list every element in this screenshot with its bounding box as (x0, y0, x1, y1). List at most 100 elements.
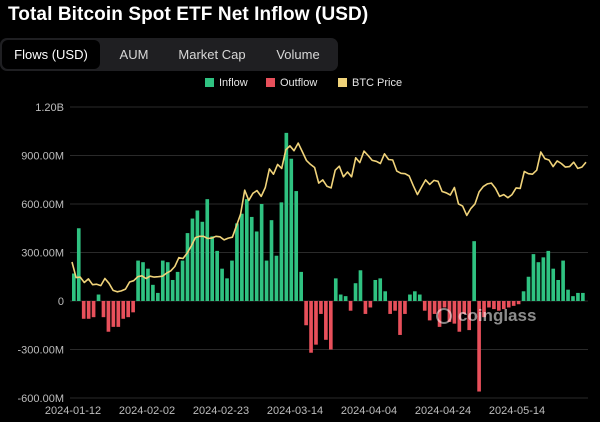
inflow-bar (240, 213, 244, 301)
inflow-bar (566, 289, 570, 301)
outflow-bar (131, 301, 135, 313)
inflow-bar (531, 254, 536, 301)
inflow-bar (249, 216, 254, 301)
outflow-swatch (266, 78, 275, 87)
outflow-bar (516, 301, 521, 305)
inflow-bar (536, 262, 541, 301)
inflow-bar (383, 291, 388, 301)
x-tick-label: 2024-04-24 (415, 405, 471, 417)
inflow-bar (190, 218, 195, 301)
outflow-bar (398, 301, 402, 335)
x-tick-label: 2024-03-14 (267, 405, 323, 417)
chart-title: Total Bitcoin Spot ETF Net Inflow (USD) (8, 4, 369, 25)
inflow-bar (230, 260, 234, 301)
inflow-bar (244, 199, 249, 301)
inflow-bar (72, 273, 76, 301)
inflow-bar (205, 199, 210, 301)
outflow-bar (329, 301, 333, 350)
outflow-bar (363, 301, 368, 314)
inflow-bar (333, 278, 338, 301)
outflow-bar (91, 301, 96, 318)
chart-tabs: Flows (USD) AUM Market Cap Volume (0, 38, 338, 71)
inflow-bar (259, 204, 264, 301)
inflow-bar (195, 210, 200, 301)
inflow-bar (210, 236, 215, 301)
outflow-bar (477, 301, 481, 392)
outflow-bar (121, 301, 126, 319)
inflow-bar (141, 262, 145, 301)
y-tick-label: 300.00M (21, 248, 64, 260)
inflow-bar (220, 268, 224, 301)
tab-flows-usd[interactable]: Flows (USD) (2, 40, 100, 69)
inflow-swatch (205, 78, 214, 87)
tab-market-cap[interactable]: Market Cap (178, 47, 246, 62)
outflow-bar (422, 301, 427, 311)
inflow-bar (378, 278, 383, 301)
inflow-bar (373, 279, 378, 301)
inflow-bar (541, 257, 546, 301)
outflow-bar (457, 301, 462, 332)
inflow-bar (472, 241, 476, 301)
tab-aum[interactable]: AUM (119, 47, 149, 62)
outflow-bar (452, 301, 457, 324)
outflow-bar (348, 301, 353, 311)
inflow-bar (225, 278, 229, 301)
y-tick-label: 900.00M (21, 151, 64, 163)
y-tick-label: -300.00M (18, 345, 64, 357)
inflow-bar (353, 283, 358, 301)
inflow-bar (576, 292, 580, 301)
outflow-bar (482, 301, 486, 318)
inflow-bar (338, 294, 343, 301)
outflow-bar (111, 301, 116, 327)
inflow-bar (156, 292, 160, 301)
inflow-bar (408, 294, 412, 301)
outflow-bar (393, 301, 397, 311)
x-tick-label: 2024-05-14 (489, 405, 545, 417)
outflow-bar (462, 301, 467, 314)
outflow-bar (126, 301, 131, 318)
inflow-bar (180, 260, 185, 301)
inflow-bar (551, 268, 556, 301)
inflow-bar (165, 262, 170, 301)
x-tick-label: 2024-01-12 (45, 405, 101, 417)
inflow-bar (96, 294, 101, 301)
legend-label-inflow: Inflow (219, 77, 248, 89)
outflow-bar (81, 301, 86, 319)
legend-item-btc-price[interactable]: BTC Price (338, 77, 402, 89)
inflow-bar (269, 220, 274, 301)
inflow-bar (289, 158, 294, 301)
coinglass-logo-icon (436, 308, 452, 324)
inflow-bar (151, 284, 155, 301)
outflow-bar (324, 301, 328, 340)
outflow-bar (314, 301, 318, 345)
inflow-bar (571, 296, 575, 301)
inflow-bar (413, 291, 417, 301)
outflow-bar (368, 301, 373, 308)
outflow-bar (309, 301, 313, 353)
inflow-bar (279, 202, 284, 301)
outflow-bar (506, 301, 511, 308)
inflow-bar (170, 279, 175, 301)
legend-item-inflow[interactable]: Inflow (205, 77, 248, 89)
inflow-bar (526, 276, 531, 301)
outflow-bar (106, 301, 111, 332)
outflow-bar (304, 301, 308, 326)
y-tick-label: 600.00M (21, 199, 64, 211)
outflow-bar (319, 301, 323, 314)
outflow-bar (101, 301, 106, 318)
inflow-bar (521, 291, 526, 301)
inflow-bar (417, 294, 422, 301)
x-tick-label: 2024-02-02 (119, 405, 175, 417)
inflow-bar (561, 260, 565, 301)
y-tick-label: 0 (58, 296, 64, 308)
inflow-bar (581, 292, 585, 301)
x-tick-label: 2024-04-04 (341, 405, 397, 417)
outflow-bar (432, 301, 437, 314)
legend-item-outflow[interactable]: Outflow (266, 77, 317, 89)
inflow-bar (160, 260, 165, 301)
inflow-bar (274, 255, 279, 301)
outflow-bar (497, 301, 501, 311)
inflow-bar (358, 270, 363, 301)
inflow-bar (264, 260, 269, 301)
tab-volume[interactable]: Volume (276, 47, 320, 62)
